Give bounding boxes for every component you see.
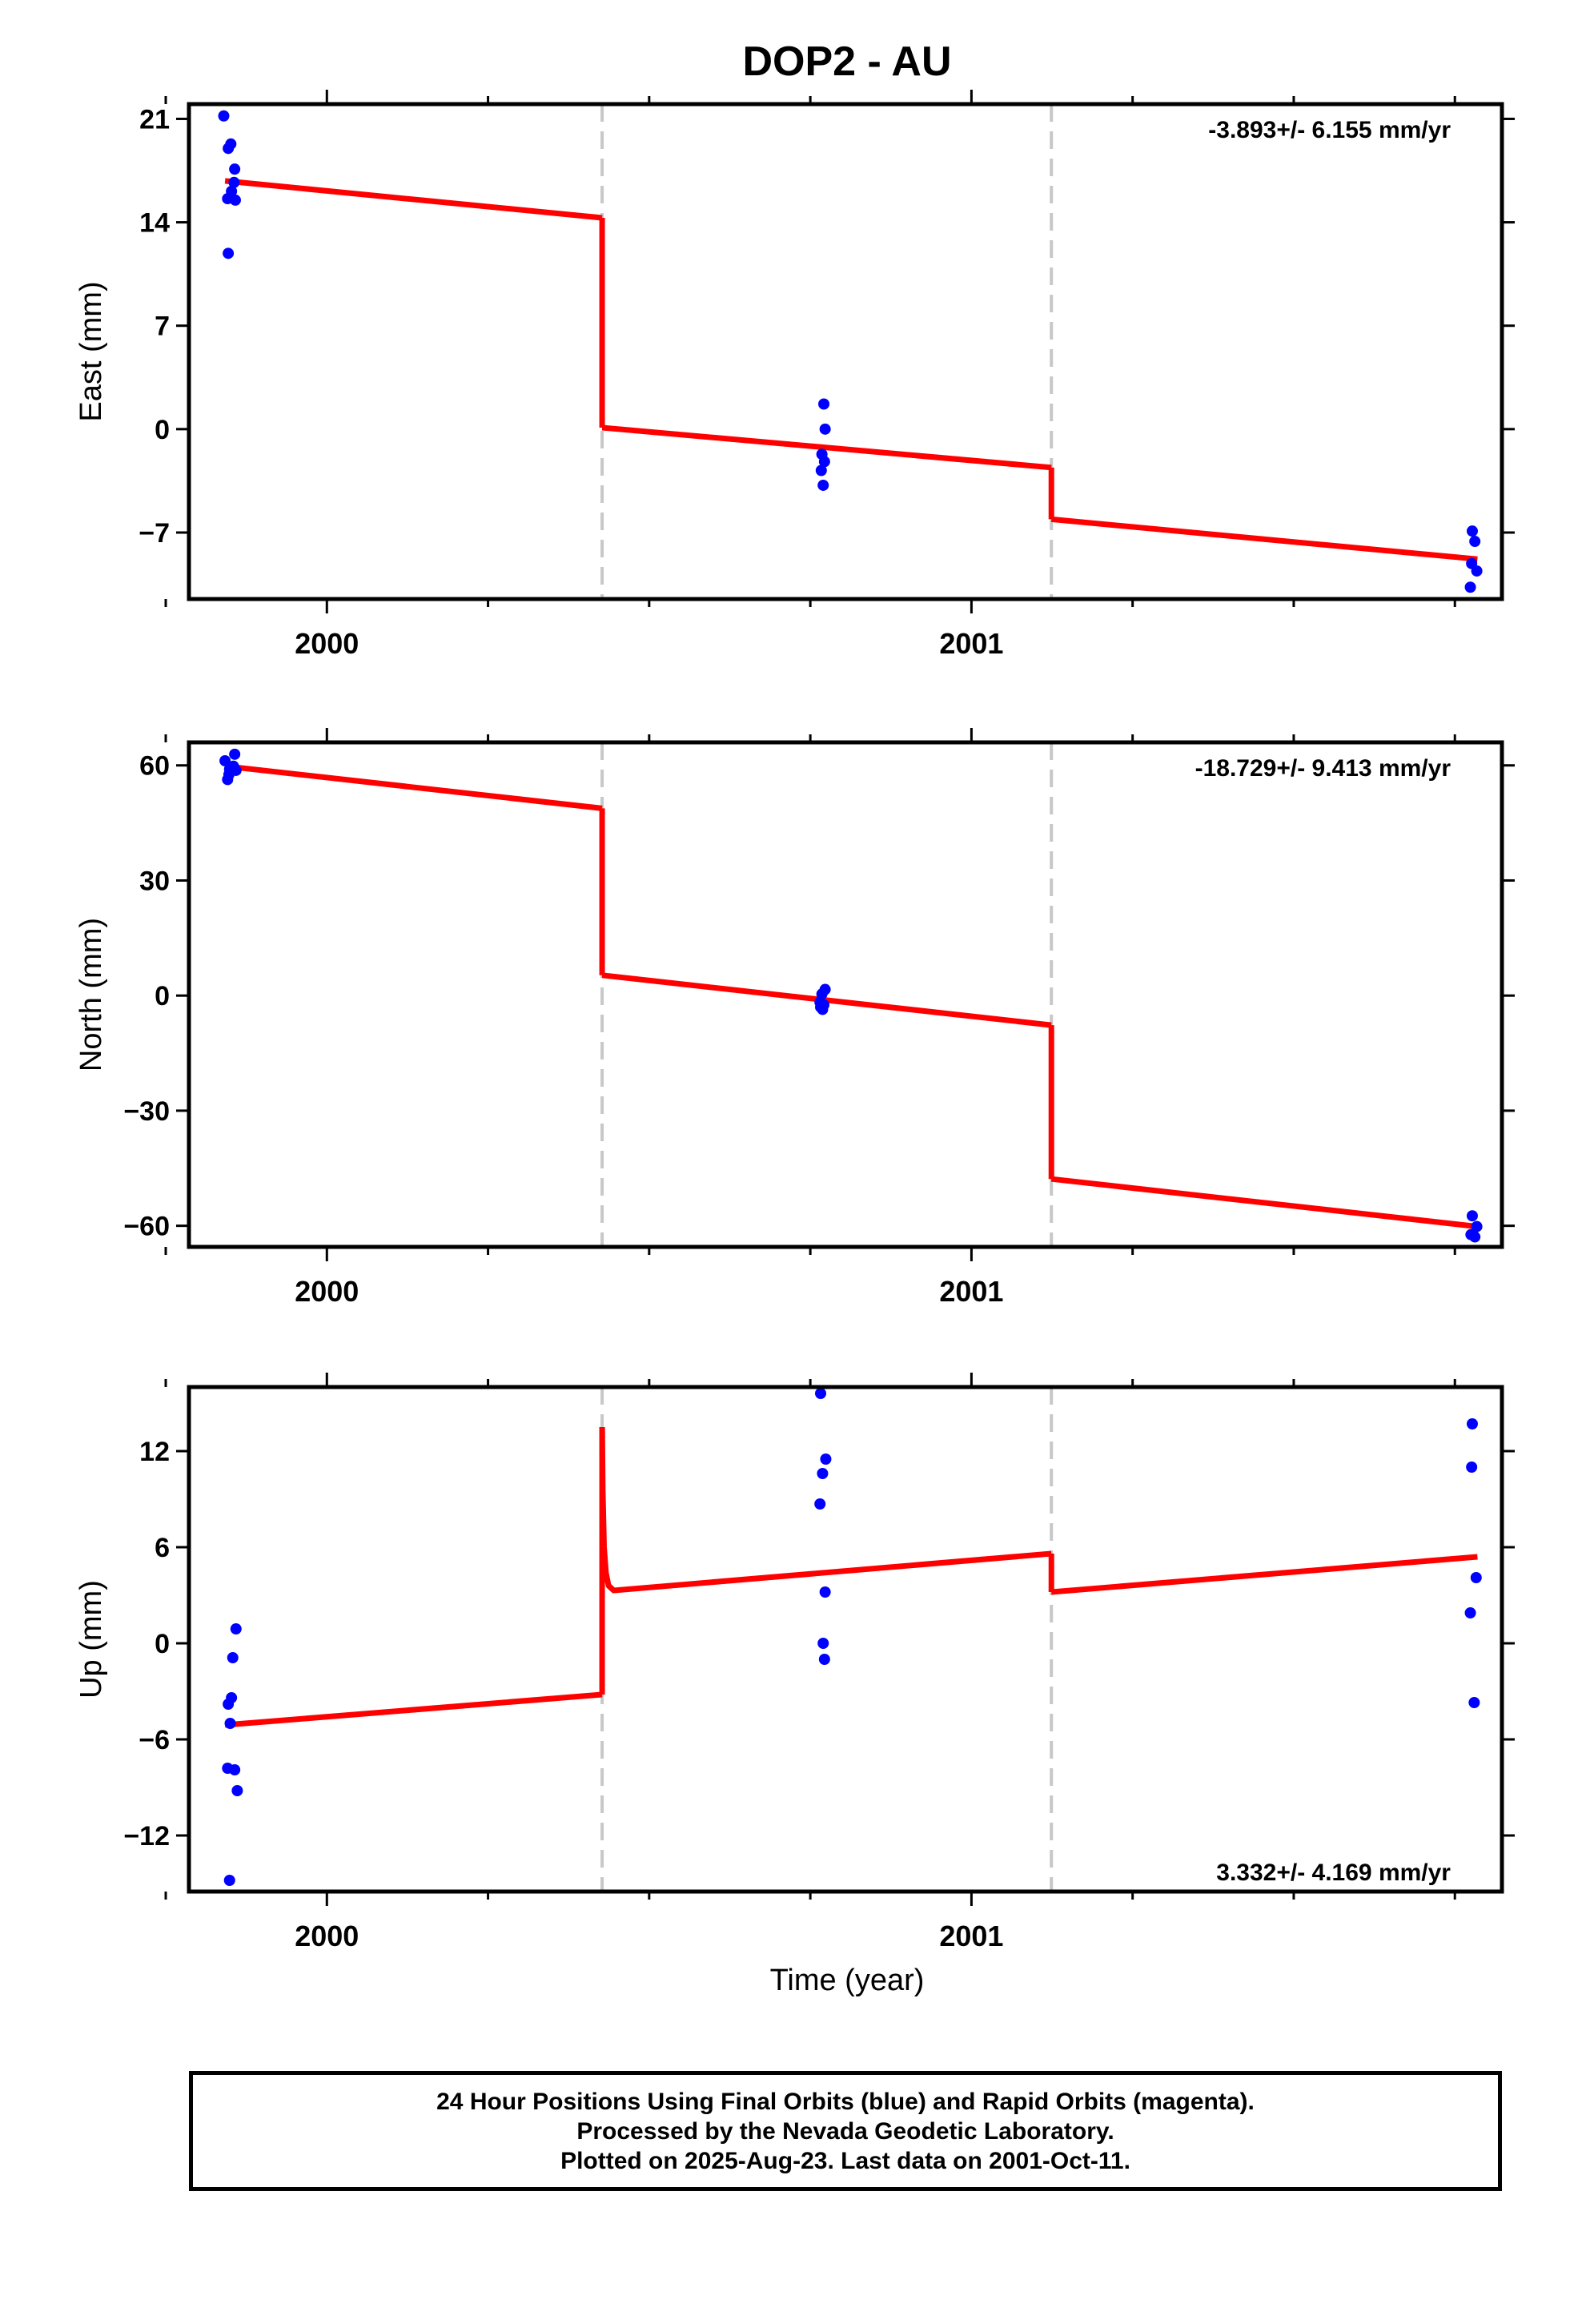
model-line: [599, 1426, 1052, 1594]
model-line: [224, 1691, 603, 1728]
data-point: [815, 1388, 827, 1399]
data-point: [229, 748, 241, 760]
panel-up: −12 −6 0 6 12 2000 2001 Up (mm) 3.332+/- 4.169 m…: [74, 1373, 1515, 1952]
data-point: [222, 774, 234, 786]
data-point: [1468, 1697, 1480, 1708]
y-tick-label: 14: [139, 208, 170, 239]
footer-line-2: Processed by the Nevada Geodetic Laborat…: [576, 2117, 1114, 2145]
data-point: [814, 1498, 826, 1510]
x-tick-label: 2000: [295, 627, 359, 660]
panel-frame: [187, 102, 1504, 601]
chart-title: DOP2 - AU: [743, 38, 952, 85]
y-axis-label: East (mm): [74, 281, 108, 421]
data-point: [230, 764, 242, 776]
model-line: [601, 424, 1052, 471]
data-point: [225, 138, 237, 150]
data-point: [1471, 565, 1483, 577]
data-point: [818, 398, 830, 410]
data-point: [1469, 1231, 1481, 1243]
data-point: [815, 1001, 827, 1013]
y-tick-label: −12: [123, 1821, 170, 1852]
panels: −7 0 7 14 21 2000 2001 East (mm) -3.893+/- 6.155…: [74, 90, 1515, 1952]
data-point: [815, 464, 827, 476]
model-line: [1050, 1176, 1478, 1230]
rate-annotation: 3.332+/- 4.169 mm/yr: [1216, 1860, 1451, 1886]
data-point: [819, 423, 831, 435]
data-point: [1464, 1607, 1476, 1618]
model-line: [1050, 1554, 1478, 1595]
data-point: [1466, 1418, 1478, 1429]
y-tick-label: 6: [155, 1533, 170, 1563]
data-point: [817, 1468, 829, 1479]
y-tick-label: 0: [155, 981, 170, 1011]
panel-east: −7 0 7 14 21 2000 2001 East (mm) -3.893+/- 6.155…: [74, 90, 1515, 660]
data-point: [817, 1638, 829, 1649]
y-tick-label: −30: [123, 1096, 170, 1127]
panel-frame: [187, 1385, 1504, 1894]
model-line: [1050, 516, 1478, 562]
footer-line-1: 24 Hour Positions Using Final Orbits (bl…: [436, 2088, 1255, 2115]
x-tick-label: 2001: [939, 1275, 1003, 1308]
data-point: [817, 479, 829, 491]
data-point: [219, 754, 231, 766]
x-tick-label: 2000: [295, 1275, 359, 1308]
y-tick-label: 7: [155, 312, 170, 342]
model-line: [224, 763, 603, 811]
data-point: [223, 1699, 235, 1710]
y-tick-label: 0: [155, 415, 170, 445]
data-point: [231, 1785, 243, 1796]
panel-north: −60 −30 0 30 60 2000 2001 North (mm) -18.729+/- …: [74, 728, 1515, 1308]
data-point: [1471, 1220, 1483, 1232]
data-point: [1466, 1462, 1478, 1473]
data-point: [223, 1875, 235, 1886]
data-point: [227, 1652, 239, 1663]
data-point: [230, 1623, 242, 1634]
data-point: [218, 110, 230, 122]
x-tick-label: 2000: [295, 1920, 359, 1952]
data-point: [228, 176, 240, 188]
y-axis-label: North (mm): [74, 918, 108, 1072]
panel-frame: [187, 740, 1504, 1249]
data-point: [1469, 536, 1481, 548]
data-point: [226, 185, 238, 197]
model-line: [224, 178, 603, 221]
data-point: [229, 1764, 241, 1775]
data-point: [223, 247, 235, 259]
x-axis-label: Time (year): [770, 1964, 925, 1997]
data-point: [1470, 1572, 1482, 1583]
y-tick-label: 12: [139, 1437, 170, 1467]
rate-annotation: -18.729+/- 9.413 mm/yr: [1195, 755, 1452, 782]
data-point: [224, 1718, 236, 1729]
data-point: [1464, 581, 1476, 593]
footer-line-3: Plotted on 2025-Aug-23. Last data on 200…: [560, 2147, 1130, 2174]
data-point: [820, 1454, 832, 1465]
data-point: [1466, 525, 1478, 537]
y-tick-label: 21: [139, 104, 170, 135]
data-point: [819, 1586, 831, 1598]
x-tick-label: 2001: [939, 627, 1003, 660]
y-axis-label: Up (mm): [74, 1580, 108, 1699]
data-point: [1466, 1210, 1478, 1222]
data-point: [818, 456, 830, 468]
data-point: [816, 988, 828, 1000]
x-tick-label: 2001: [939, 1920, 1003, 1952]
y-tick-label: −60: [123, 1212, 170, 1242]
rate-annotation: -3.893+/- 6.155 mm/yr: [1208, 117, 1451, 143]
y-tick-label: 30: [139, 866, 170, 896]
y-tick-label: −7: [139, 518, 170, 549]
y-tick-label: 60: [139, 751, 170, 782]
y-tick-label: 0: [155, 1629, 170, 1659]
data-point: [818, 1654, 830, 1665]
footer-box: 24 Hour Positions Using Final Orbits (bl…: [189, 2071, 1502, 2191]
y-tick-label: −6: [139, 1725, 170, 1755]
data-point: [229, 194, 241, 206]
data-point: [229, 163, 241, 175]
